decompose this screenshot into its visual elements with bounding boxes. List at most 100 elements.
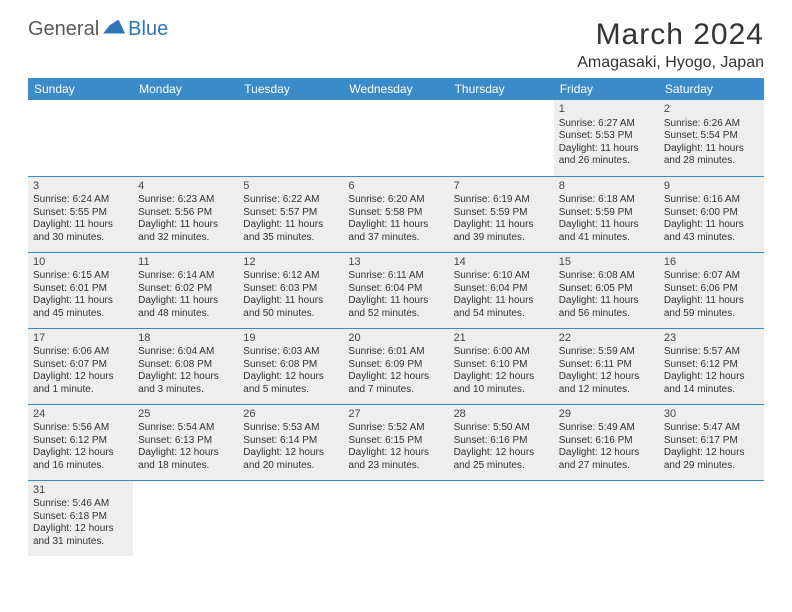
daylight-text: Daylight: 12 hours [33,447,128,460]
sunset-text: Sunset: 6:06 PM [664,283,759,296]
weekday-header: Saturday [659,78,764,100]
sunset-text: Sunset: 6:08 PM [243,359,338,372]
sunset-text: Sunset: 6:02 PM [138,283,233,296]
calendar-day-cell: 22Sunrise: 5:59 AMSunset: 6:11 PMDayligh… [554,328,659,404]
daylight-text: Daylight: 12 hours [348,371,443,384]
sunset-text: Sunset: 5:59 PM [454,207,549,220]
daylight-text: Daylight: 11 hours [454,295,549,308]
header: General Blue March 2024 Amagasaki, Hyogo… [28,18,764,72]
sunset-text: Sunset: 6:14 PM [243,435,338,448]
sunrise-text: Sunrise: 6:10 AM [454,270,549,283]
calendar-day-cell: 23Sunrise: 5:57 AMSunset: 6:12 PMDayligh… [659,328,764,404]
daylight-text: Daylight: 12 hours [454,371,549,384]
day-number: 5 [243,180,338,194]
daylight-text: Daylight: 11 hours [559,295,654,308]
sunrise-text: Sunrise: 6:27 AM [559,118,654,131]
sunset-text: Sunset: 6:12 PM [33,435,128,448]
daylight-text: Daylight: 12 hours [559,371,654,384]
daylight-text: and 16 minutes. [33,460,128,473]
daylight-text: and 29 minutes. [664,460,759,473]
daylight-text: Daylight: 12 hours [243,447,338,460]
sunset-text: Sunset: 5:53 PM [559,130,654,143]
daylight-text: and 1 minute. [33,384,128,397]
sunrise-text: Sunrise: 6:19 AM [454,194,549,207]
weekday-header: Thursday [449,78,554,100]
day-number: 22 [559,332,654,346]
calendar-day-cell: 17Sunrise: 6:06 AMSunset: 6:07 PMDayligh… [28,328,133,404]
calendar-day-cell: 21Sunrise: 6:00 AMSunset: 6:10 PMDayligh… [449,328,554,404]
calendar-day-cell: 5Sunrise: 6:22 AMSunset: 5:57 PMDaylight… [238,176,343,252]
daylight-text: and 31 minutes. [33,536,128,549]
day-number: 30 [664,408,759,422]
calendar-day-cell: 16Sunrise: 6:07 AMSunset: 6:06 PMDayligh… [659,252,764,328]
daylight-text: Daylight: 11 hours [243,295,338,308]
calendar-day-cell: 19Sunrise: 6:03 AMSunset: 6:08 PMDayligh… [238,328,343,404]
sunrise-text: Sunrise: 6:20 AM [348,194,443,207]
daylight-text: Daylight: 11 hours [348,295,443,308]
daylight-text: and 7 minutes. [348,384,443,397]
daylight-text: Daylight: 12 hours [243,371,338,384]
daylight-text: Daylight: 11 hours [559,219,654,232]
sunrise-text: Sunrise: 6:12 AM [243,270,338,283]
daylight-text: and 50 minutes. [243,308,338,321]
month-title: March 2024 [577,18,764,52]
day-number: 12 [243,256,338,270]
sunrise-text: Sunrise: 6:08 AM [559,270,654,283]
sunrise-text: Sunrise: 6:06 AM [33,346,128,359]
day-number: 27 [348,408,443,422]
sunrise-text: Sunrise: 5:50 AM [454,422,549,435]
calendar-empty-cell [238,100,343,176]
sunset-text: Sunset: 6:11 PM [559,359,654,372]
calendar-day-cell: 25Sunrise: 5:54 AMSunset: 6:13 PMDayligh… [133,404,238,480]
sunrise-text: Sunrise: 6:11 AM [348,270,443,283]
logo-text-general: General [28,18,99,41]
calendar-day-cell: 18Sunrise: 6:04 AMSunset: 6:08 PMDayligh… [133,328,238,404]
calendar-table: SundayMondayTuesdayWednesdayThursdayFrid… [28,78,764,556]
daylight-text: and 25 minutes. [454,460,549,473]
calendar-day-cell: 15Sunrise: 6:08 AMSunset: 6:05 PMDayligh… [554,252,659,328]
sunset-text: Sunset: 6:10 PM [454,359,549,372]
calendar-day-cell: 14Sunrise: 6:10 AMSunset: 6:04 PMDayligh… [449,252,554,328]
weekday-header: Friday [554,78,659,100]
sunrise-text: Sunrise: 5:57 AM [664,346,759,359]
day-number: 2 [664,103,759,117]
sunset-text: Sunset: 6:05 PM [559,283,654,296]
daylight-text: and 37 minutes. [348,232,443,245]
sunset-text: Sunset: 5:58 PM [348,207,443,220]
daylight-text: and 54 minutes. [454,308,549,321]
daylight-text: and 52 minutes. [348,308,443,321]
sunset-text: Sunset: 6:16 PM [559,435,654,448]
daylight-text: and 23 minutes. [348,460,443,473]
calendar-day-cell: 24Sunrise: 5:56 AMSunset: 6:12 PMDayligh… [28,404,133,480]
sunrise-text: Sunrise: 5:47 AM [664,422,759,435]
daylight-text: and 28 minutes. [664,155,759,168]
sunrise-text: Sunrise: 6:15 AM [33,270,128,283]
calendar-empty-cell [28,100,133,176]
sunrise-text: Sunrise: 5:46 AM [33,498,128,511]
day-number: 29 [559,408,654,422]
sunrise-text: Sunrise: 5:54 AM [138,422,233,435]
daylight-text: and 43 minutes. [664,232,759,245]
calendar-empty-cell [133,480,238,556]
sunrise-text: Sunrise: 5:52 AM [348,422,443,435]
weekday-header: Tuesday [238,78,343,100]
calendar-week-row: 24Sunrise: 5:56 AMSunset: 6:12 PMDayligh… [28,404,764,480]
sunset-text: Sunset: 6:08 PM [138,359,233,372]
day-number: 19 [243,332,338,346]
calendar-day-cell: 27Sunrise: 5:52 AMSunset: 6:15 PMDayligh… [343,404,448,480]
day-number: 23 [664,332,759,346]
sunset-text: Sunset: 5:59 PM [559,207,654,220]
calendar-day-cell: 28Sunrise: 5:50 AMSunset: 6:16 PMDayligh… [449,404,554,480]
sunset-text: Sunset: 5:57 PM [243,207,338,220]
sunrise-text: Sunrise: 5:53 AM [243,422,338,435]
sunset-text: Sunset: 6:04 PM [454,283,549,296]
day-number: 13 [348,256,443,270]
sunset-text: Sunset: 5:55 PM [33,207,128,220]
day-number: 7 [454,180,549,194]
logo-text-blue: Blue [128,18,168,41]
sunset-text: Sunset: 6:18 PM [33,511,128,524]
calendar-day-cell: 29Sunrise: 5:49 AMSunset: 6:16 PMDayligh… [554,404,659,480]
calendar-day-cell: 12Sunrise: 6:12 AMSunset: 6:03 PMDayligh… [238,252,343,328]
day-number: 31 [33,484,128,498]
weekday-header: Sunday [28,78,133,100]
